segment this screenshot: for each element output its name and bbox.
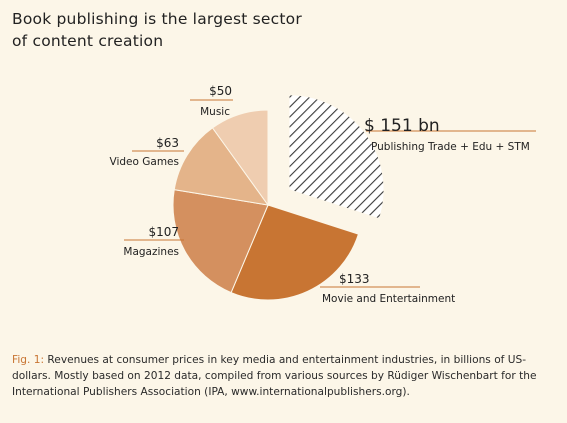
figure-caption-text: Revenues at consumer prices in key media… [12,354,537,398]
category-label-publishing-trade-edu-stm: Publishing Trade + Edu + STM [371,141,530,153]
chart-title: Book publishing is the largest sector of… [12,8,372,52]
value-label-video-games: $63 [156,136,179,150]
pie-slice-music [211,109,269,207]
value-label-publishing-trade-edu-stm: $ 151 bn [364,116,440,136]
category-label-video-games: Video Games [110,156,180,168]
pie-slice-magazines [172,189,269,294]
figure-caption-label: Fig. 1: [12,354,45,366]
chart-title-line-1: Book publishing is the largest sector [12,10,302,28]
pie-slice-movie-and-entertainment [230,204,360,301]
pie-slice-publishing-trade-edu-stm [288,94,385,220]
value-label-music: $50 [209,84,232,98]
category-label-movie-and-entertainment: Movie and Entertainment [322,293,455,305]
value-label-movie-and-entertainment: $133 [339,272,370,286]
value-label-magazines: $107 [148,225,179,239]
category-label-magazines: Magazines [123,246,179,258]
pie-chart: $ 151 bn Publishing Trade + Edu + STM $133… [110,84,536,305]
category-label-music: Music [200,106,230,118]
pie-slice-video-games [173,127,270,206]
figure-caption: Fig. 1: Revenues at consumer prices in k… [12,352,560,400]
chart-title-line-2: of content creation [12,32,164,50]
